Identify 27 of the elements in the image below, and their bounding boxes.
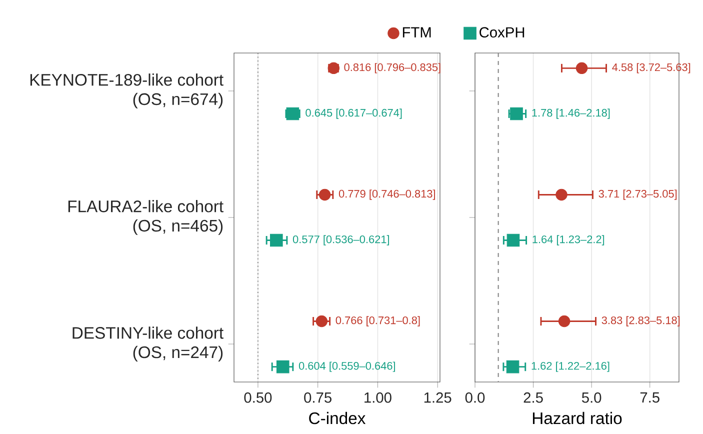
legend-label: CoxPH	[480, 27, 524, 38]
x-tick-label: 1.25	[424, 392, 452, 403]
x-tick-label: 0.75	[304, 392, 332, 403]
data-label: 4.58 [3.72–5.63]	[612, 63, 690, 74]
data-label: 1.78 [1.46–2.18]	[532, 108, 610, 119]
legend-label: FTM	[402, 27, 431, 38]
data-label: 0.577 [0.536–0.621]	[292, 235, 390, 246]
x-tick-label: 5.0	[582, 392, 602, 403]
x-axis-title: C-index	[309, 412, 366, 424]
data-label: 0.779 [0.746–0.813]	[338, 190, 435, 200]
x-tick-label: 0.50	[244, 392, 272, 403]
x-tick-label: 0.0	[465, 392, 485, 403]
data-label: 3.71 [2.73–5.05]	[598, 190, 677, 200]
data-label: 0.645 [0.617–0.674]	[306, 108, 402, 119]
data-label: 0.766 [0.731–0.8]	[336, 316, 420, 326]
data-label: 0.604 [0.559–0.646]	[298, 362, 395, 372]
x-tick-label: 2.5	[524, 392, 543, 403]
data-label: 0.816 [0.796–0.835]	[344, 63, 440, 74]
data-label: 3.83 [2.83–5.18]	[602, 316, 680, 326]
y-tick-label: FLAURA2-like cohort (OS, n=465)	[68, 200, 224, 235]
x-tick-label: 1.00	[364, 392, 392, 403]
data-label: 1.64 [1.23–2.2]	[532, 235, 604, 246]
x-tick-label: 7.5	[640, 392, 660, 403]
y-tick-label: DESTINY-like cohort (OS, n=247)	[72, 326, 224, 362]
x-axis-title: Hazard ratio	[532, 412, 622, 424]
y-tick-label: KEYNOTE-189-like cohort (OS, n=674)	[30, 74, 224, 108]
data-label: 1.62 [1.22–2.16]	[532, 362, 610, 372]
